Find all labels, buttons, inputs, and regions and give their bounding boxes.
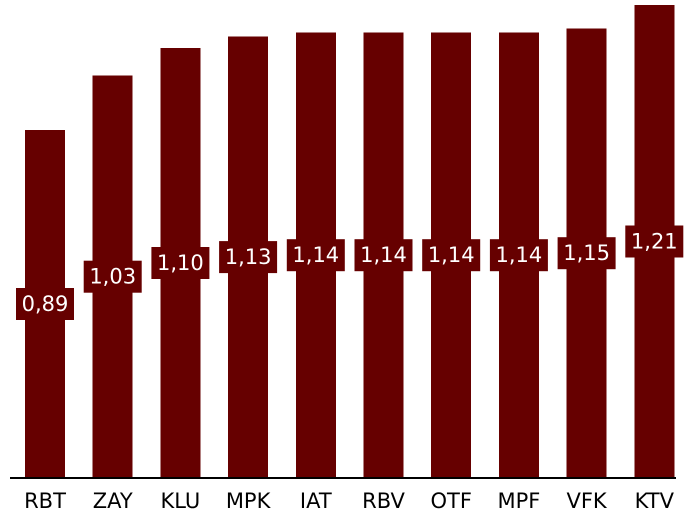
data-label-bg: [557, 237, 616, 270]
data-label-text: 1,14: [496, 243, 543, 267]
data-label-bg: [16, 288, 74, 320]
data-label-text: 1,15: [563, 241, 610, 265]
data-label-ktv: 1,21: [625, 225, 684, 258]
tick-label-klu: KLU: [161, 489, 201, 513]
data-label-bg: [286, 239, 345, 272]
tick-label-ktv: KTV: [635, 489, 675, 513]
data-label-bg: [489, 239, 548, 272]
data-label-bg: [83, 260, 142, 293]
data-label-bg: [422, 239, 481, 272]
data-label-text: 1,14: [292, 243, 339, 267]
data-label-text: 1,10: [157, 251, 204, 275]
data-label-mpf: 1,14: [489, 239, 548, 272]
tick-label-mpk: MPK: [226, 489, 272, 513]
data-label-text: 1,14: [360, 243, 407, 267]
data-label-text: 1,14: [428, 243, 475, 267]
data-label-text: 1,21: [631, 230, 678, 254]
data-label-mpk: 1,13: [219, 241, 278, 274]
tick-label-rbv: RBV: [362, 489, 405, 513]
data-label-zay: 1,03: [83, 260, 142, 293]
data-label-vfk: 1,15: [557, 237, 616, 270]
x-tick-labels: RBT ZAY KLU MPK IAT RBV OTF MPF VFK KTV: [24, 489, 675, 513]
tick-label-rbt: RBT: [24, 489, 66, 513]
data-label-text: 1,03: [89, 265, 136, 289]
data-label-klu: 1,10: [151, 247, 210, 279]
data-label-rbv: 1,14: [354, 239, 413, 272]
data-label-bg: [625, 225, 684, 258]
data-label-rbt: 0,89: [16, 288, 74, 320]
data-label-text: 0,89: [22, 292, 69, 316]
tick-label-vfk: VFK: [566, 489, 607, 513]
tick-label-iat: IAT: [300, 489, 332, 513]
data-label-otf: 1,14: [422, 239, 481, 272]
data-labels: 0,89 1,03 1,10 1,13 1,14 1,14 1,14 1,14 1,15 1,21: [16, 225, 684, 320]
data-label-bg: [354, 239, 413, 272]
data-label-bg: [219, 241, 278, 274]
tick-label-mpf: MPF: [497, 489, 540, 513]
data-label-bg: [151, 247, 210, 279]
data-label-text: 1,13: [225, 245, 272, 269]
tick-label-zay: ZAY: [93, 489, 133, 513]
data-label-iat: 1,14: [286, 239, 345, 272]
tick-label-otf: OTF: [430, 489, 471, 513]
